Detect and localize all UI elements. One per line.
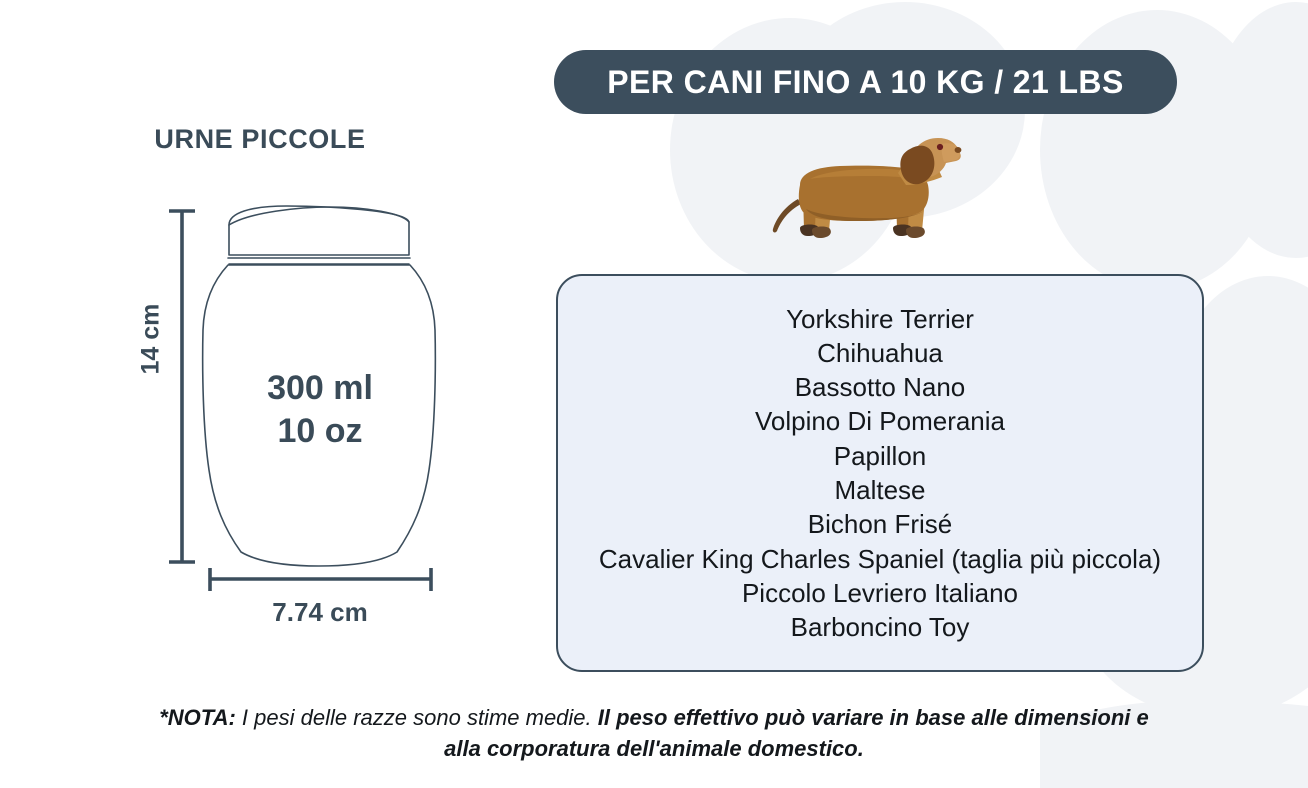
list-item: Maltese [834, 475, 926, 505]
dog-body [798, 165, 929, 221]
urn-lid-shape [228, 205, 410, 256]
dog-tail [772, 199, 801, 233]
horizontal-dimension-line-icon [208, 568, 433, 591]
urn-capacity-block: 300 ml 10 oz [205, 367, 435, 453]
footnote-regular-text: I pesi delle razze sono stime medie. [235, 705, 598, 730]
vertical-dimension-line-icon [169, 209, 195, 564]
dog-muzzle [941, 143, 960, 162]
list-item: Bassotto Nano [794, 372, 966, 403]
urn-outline-icon [201, 205, 437, 567]
list-item: Papillon [833, 440, 927, 471]
capacity-ounces: 10 oz [277, 412, 363, 450]
breed-list-panel: Yorkshire Terrier Chihuahua Bassotto Nan… [556, 274, 1204, 672]
background-blob-far-right [1210, 2, 1308, 258]
breed-list: Yorkshire Terrier Chihuahua Bassotto Nan… [558, 302, 1202, 645]
list-item: Yorkshire Terrier [786, 303, 974, 334]
footnote-bold-text: Il peso effettivo può variare in base al… [444, 705, 1149, 761]
dog-eye [936, 143, 944, 151]
page-title: URNE PICCOLE [154, 124, 366, 154]
dog-body-highlight [810, 168, 927, 183]
list-item: Chihuahua [817, 337, 943, 368]
list-item: Piccolo Levriero Italiano [741, 577, 1019, 608]
urn-height-label: 14 cm [136, 303, 165, 375]
footnote-disclaimer: *NOTA: I pesi delle razze sono stime med… [154, 702, 1154, 764]
list-item: Bichon Frisé [807, 509, 953, 540]
dog-belly [806, 209, 925, 221]
urn-body-shape [201, 264, 437, 567]
dog-paw-front-right [906, 226, 925, 238]
dachshund-dog-icon [770, 133, 962, 255]
urn-width-label: 7.74 cm [272, 597, 368, 627]
footnote-prefix: *NOTA: [159, 705, 236, 730]
dog-nose [954, 147, 962, 153]
weight-range-banner-label: PER CANI FINO A 10 KG / 21 LBS [607, 63, 1124, 100]
urn-illustration [0, 0, 520, 690]
dog-paw-rear-right [812, 226, 831, 238]
list-item: Volpino Di Pomerania [754, 406, 1006, 437]
weight-range-banner: PER CANI FINO A 10 KG / 21 LBS [554, 50, 1177, 114]
urn-diagram-section: URNE PICCOLE [0, 0, 520, 690]
urn-lid-top-curve [228, 206, 410, 226]
dog-ear [900, 145, 935, 185]
list-item: Barboncino Toy [790, 612, 970, 643]
list-item: Cavalier King Charles Spaniel (taglia pi… [598, 543, 1162, 574]
capacity-milliliters: 300 ml [267, 369, 373, 407]
